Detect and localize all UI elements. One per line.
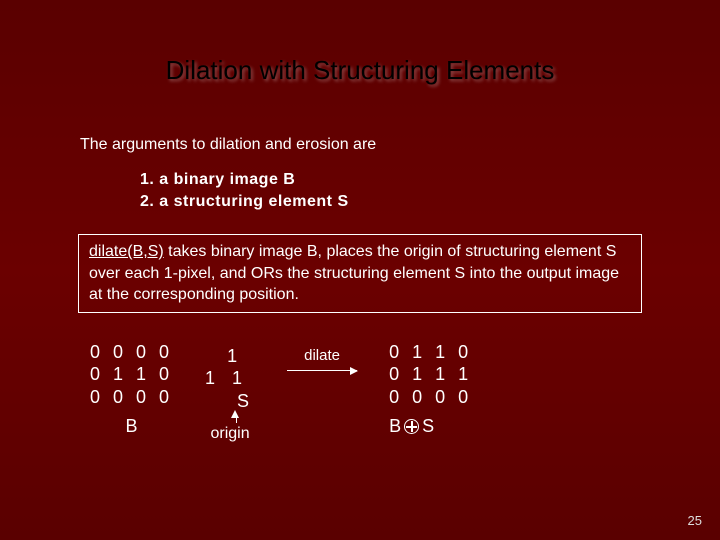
desc-text: takes binary image B, places the origin … <box>89 243 619 303</box>
struct-s: 1 1 1 S <box>205 345 255 413</box>
struct-s-label: S <box>237 390 255 413</box>
arrow-right-icon <box>287 370 357 371</box>
matrix-b-row: 0 0 0 0 <box>90 341 173 364</box>
arg-2: 2. a structuring element S <box>140 191 720 213</box>
result-b: B <box>389 416 401 436</box>
matrix-b-row: 0 1 1 0 <box>90 363 173 386</box>
matrix-r-row: 0 1 1 1 <box>389 363 472 386</box>
origin-label: origin <box>210 425 249 443</box>
struct-val: 1 1 <box>205 368 248 388</box>
dilate-func: dilate(B,S) <box>89 243 164 260</box>
struct-row: 1 <box>205 345 255 368</box>
result-s: S <box>422 416 434 436</box>
slide-title: Dilation with Structuring Elements <box>0 0 720 86</box>
struct-s-col: 1 1 1 S origin <box>205 345 255 444</box>
matrix-r-row: 0 0 0 0 <box>389 386 472 409</box>
matrix-b-row: 0 0 0 0 <box>90 386 173 409</box>
origin-arrow-stem <box>236 417 237 423</box>
struct-val: 1 <box>227 346 243 366</box>
matrix-result: 0 1 1 0 0 1 1 1 0 0 0 0 <box>389 341 472 409</box>
arg-1: 1. a binary image B <box>140 169 720 191</box>
matrix-r-row: 0 1 1 0 <box>389 341 472 364</box>
result-label: BS <box>389 416 472 437</box>
dilate-label: dilate <box>304 347 340 364</box>
intro-text: The arguments to dilation and erosion ar… <box>80 136 720 154</box>
example-row: 0 0 0 0 0 1 1 0 0 0 0 0 B 1 1 1 S origin… <box>90 341 720 444</box>
argument-list: 1. a binary image B 2. a structuring ele… <box>140 169 720 212</box>
oplus-icon <box>404 419 419 434</box>
page-number: 25 <box>688 513 702 528</box>
description-box: dilate(B,S) takes binary image B, places… <box>78 234 642 313</box>
dilate-arrow-col: dilate <box>287 347 357 371</box>
matrix-result-col: 0 1 1 0 0 1 1 1 0 0 0 0 BS <box>389 341 472 438</box>
matrix-b: 0 0 0 0 0 1 1 0 0 0 0 0 <box>90 341 173 409</box>
struct-row: 1 1 <box>205 367 255 390</box>
matrix-b-col: 0 0 0 0 0 1 1 0 0 0 0 0 B <box>90 341 173 438</box>
matrix-b-label: B <box>90 416 173 437</box>
